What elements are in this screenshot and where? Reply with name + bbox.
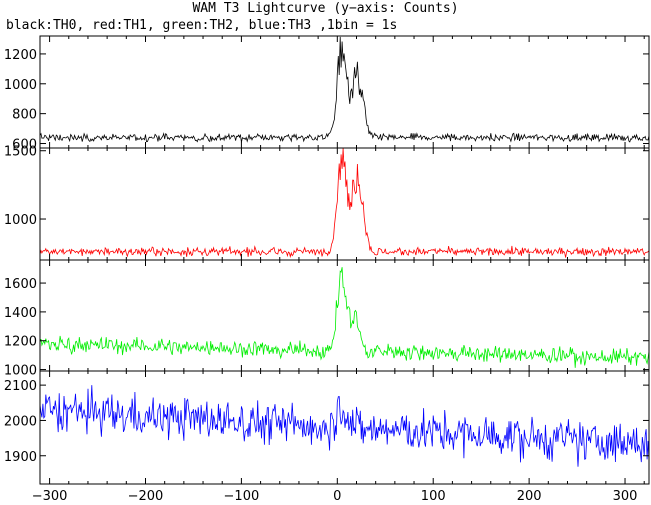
x-tick-label: 100: [421, 489, 446, 504]
y-tick-label: 1500: [4, 145, 37, 160]
chart-subtitle: black:TH0, red:TH1, green:TH2, blue:TH3 …: [6, 18, 398, 33]
y-tick-label: 2100: [4, 379, 37, 394]
y-tick-label: 1200: [4, 335, 37, 350]
series-line-th2: [40, 267, 649, 368]
x-tick-label: −200: [128, 489, 164, 504]
y-tick-label: 1900: [4, 450, 37, 465]
series-line-th3: [40, 385, 649, 467]
y-tick-label: 1000: [4, 213, 37, 228]
y-tick-label: 1200: [4, 48, 37, 63]
chart-title: WAM T3 Lightcurve (y−axis: Counts): [192, 1, 459, 16]
panel-frame: [39, 35, 650, 149]
x-tick-label: 300: [613, 489, 638, 504]
panel-frame: [39, 370, 650, 485]
x-tick-label: 200: [517, 489, 542, 504]
x-tick-label: 0: [333, 489, 341, 504]
series-line-th0: [40, 36, 649, 143]
x-tick-label: −300: [32, 489, 68, 504]
panel-frame: [39, 259, 650, 372]
series-line-th1: [40, 148, 649, 259]
y-tick-label: 800: [12, 108, 37, 123]
x-tick-label: −100: [224, 489, 260, 504]
y-tick-label: 1400: [4, 306, 37, 321]
y-tick-label: 1600: [4, 277, 37, 292]
y-tick-label: 2000: [4, 414, 37, 429]
y-tick-label: 1000: [4, 78, 37, 93]
y-tick-label: 600: [12, 138, 37, 153]
y-tick-label: 1000: [4, 364, 37, 379]
